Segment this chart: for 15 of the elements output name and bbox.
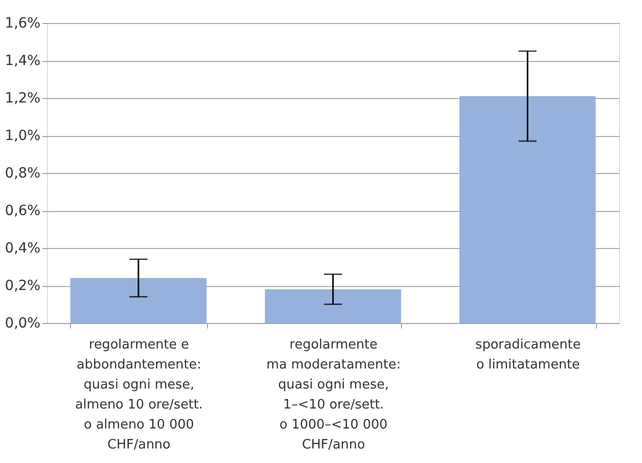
y-tick-label: 0,0% [4, 316, 40, 332]
y-tick-label: 1,0% [4, 128, 40, 144]
y-tick-label: 0,8% [4, 166, 40, 182]
bar [264, 289, 402, 323]
y-tick-label: 1,4% [4, 53, 40, 69]
y-tick-label: 1,2% [4, 90, 40, 106]
y-tick-label: 0,6% [4, 203, 40, 219]
y-tick-label: 0,2% [4, 278, 40, 294]
x-tick-label: sporadicamente o limitatamente [475, 338, 581, 372]
bar [70, 278, 207, 323]
y-tick-label: 1,6% [4, 16, 40, 32]
bar [459, 96, 596, 323]
x-tick-label: regolarmente e abbondantemente: quasi ogni mese, almeno 10 ore/sett. o almeno 10 000 CHF/anno [75, 338, 203, 452]
x-tick-label: regolarmente ma moderatamente: quasi ogni mese, 1–<10 ore/sett. o 1000–<10 000 CHF/anno [266, 338, 401, 452]
y-tick-label: 0,4% [4, 240, 40, 256]
